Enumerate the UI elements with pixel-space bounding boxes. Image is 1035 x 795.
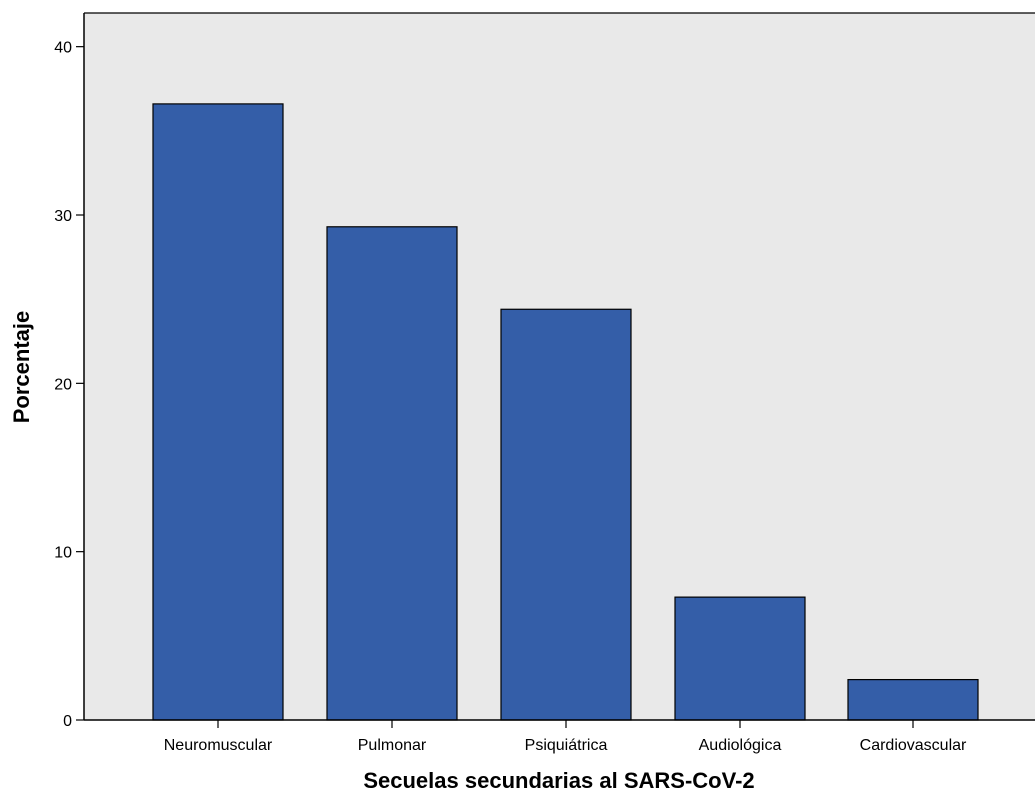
x-tick-label: Audiológica — [699, 737, 782, 754]
x-tick-label: Neuromuscular — [164, 737, 273, 754]
x-tick-label: Pulmonar — [358, 737, 427, 754]
y-axis-title: Porcentaje — [9, 311, 34, 424]
bars-group — [152, 103, 979, 721]
y-tick-label: 30 — [54, 208, 72, 225]
bar-psiqui-trica — [500, 308, 632, 721]
bar-neuromuscular — [152, 103, 284, 721]
y-tick-label: 20 — [54, 376, 72, 393]
bar-pulmonar — [326, 226, 458, 721]
y-axis-ticks: 0 10 20 30 40 — [54, 40, 84, 730]
x-axis-title: Secuelas secundarias al SARS-CoV-2 — [363, 768, 754, 793]
x-tick-label: Cardiovascular — [860, 737, 967, 754]
x-axis-ticks: Neuromuscular Pulmonar Psiquiátrica Audioló… — [164, 720, 967, 754]
x-tick-label: Psiquiátrica — [525, 737, 608, 754]
y-tick-label: 40 — [54, 40, 72, 57]
y-tick-label: 10 — [54, 545, 72, 562]
bar-cardiovascular — [847, 678, 979, 721]
bar-audiol-gica — [674, 596, 806, 721]
y-tick-label: 0 — [63, 713, 72, 730]
